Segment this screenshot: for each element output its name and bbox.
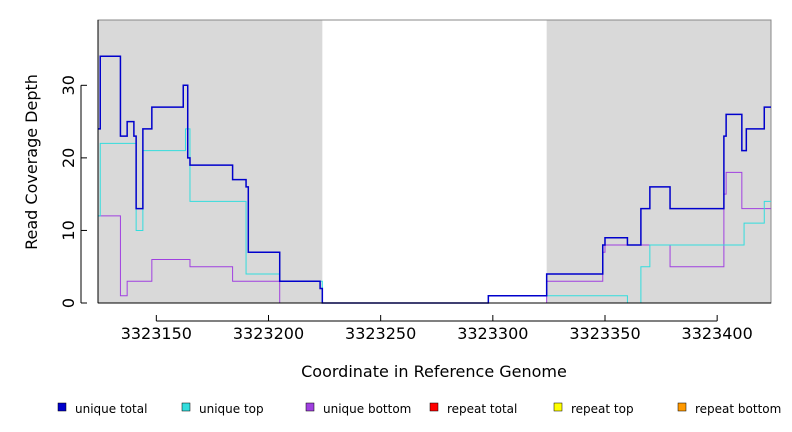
legend-swatch-unique-bottom	[305, 402, 315, 412]
legend-label-unique-top: unique top	[199, 402, 264, 416]
legend-swatch-repeat-top	[553, 402, 563, 412]
x-tick-label: 3323150	[121, 324, 192, 343]
x-axis-title: Coordinate in Reference Genome	[301, 362, 567, 381]
shaded-region-1	[98, 20, 323, 303]
legend-label-unique-bottom: unique bottom	[323, 402, 411, 416]
shaded-region-2	[546, 20, 771, 303]
x-tick-label: 3323250	[345, 324, 416, 343]
legend-label-repeat-bottom: repeat bottom	[695, 402, 781, 416]
legend-swatch-repeat-total	[429, 402, 439, 412]
shaded-regions	[98, 20, 771, 303]
y-tick-label: 20	[59, 148, 78, 168]
legend-swatch-unique-total	[57, 402, 67, 412]
axes: 3323150 3323200 3323250 3323300 3323350 33234…	[59, 20, 771, 343]
y-axis-title: Read Coverage Depth	[22, 74, 41, 250]
y-tick-label: 10	[59, 220, 78, 240]
x-tick-label: 3323200	[233, 324, 304, 343]
x-tick-label: 3323350	[569, 324, 640, 343]
x-tick-label: 3323300	[457, 324, 528, 343]
legend-label-unique-total: unique total	[75, 402, 147, 416]
x-tick-label: 3323400	[682, 324, 753, 343]
legend: unique total unique top unique bottom repea…	[57, 402, 781, 416]
series-line-unique-total	[98, 55, 771, 304]
legend-swatch-unique-top	[181, 402, 191, 412]
legend-label-repeat-top: repeat top	[571, 402, 634, 416]
y-tick-label: 0	[59, 298, 78, 308]
y-tick-label: 30	[59, 75, 78, 95]
legend-label-repeat-total: repeat total	[447, 402, 517, 416]
legend-swatch-repeat-bottom	[677, 402, 687, 412]
